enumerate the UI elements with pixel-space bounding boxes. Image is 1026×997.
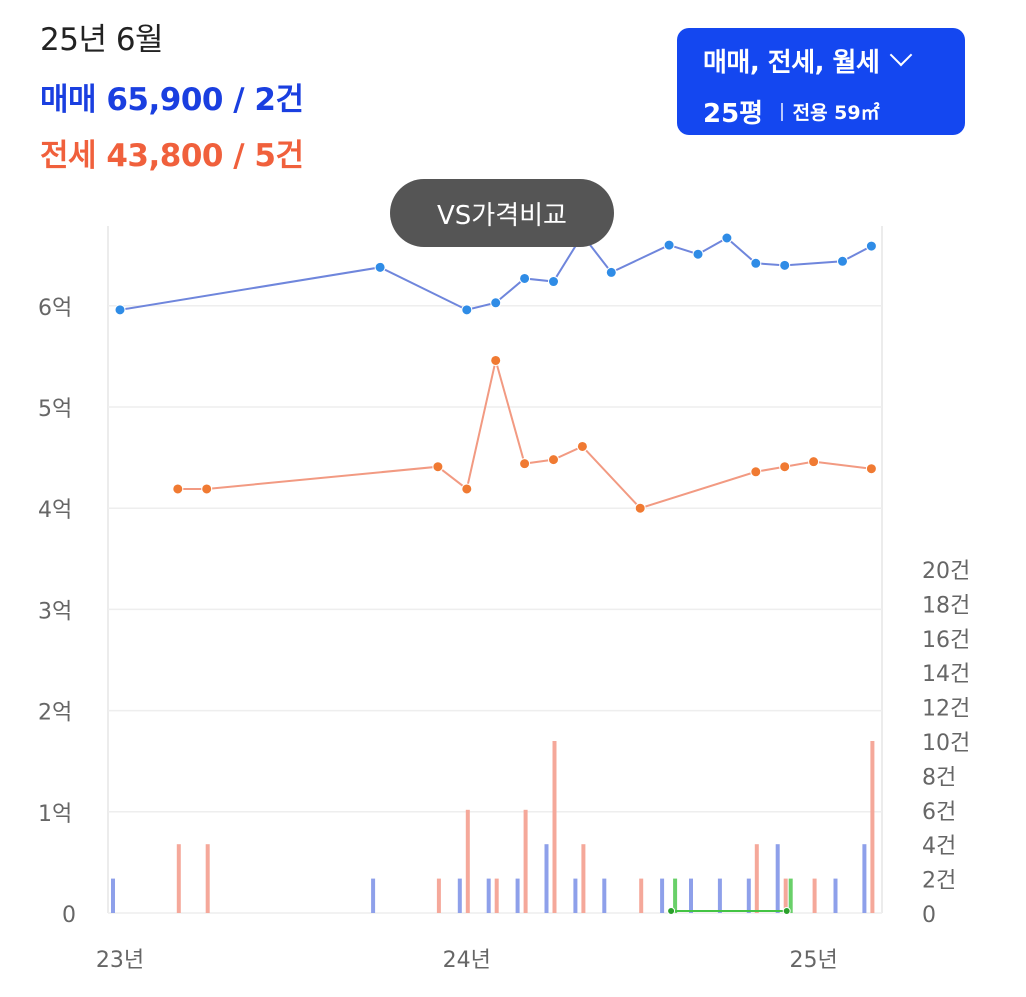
sale-price-point: [461, 304, 473, 316]
jeonse-price-point: [576, 440, 588, 452]
y-left-tick-label: 3억: [38, 599, 72, 624]
jeonse-price-point: [634, 502, 646, 514]
sale-volume-bar: [111, 878, 115, 913]
jeonse-price-point: [750, 466, 762, 478]
x-tick-label: 25년: [789, 948, 837, 973]
y-right-tick-label: 14건: [922, 662, 970, 687]
sale-volume-bar: [660, 878, 665, 913]
jeonse-price-point: [779, 461, 791, 473]
sale-volume-bar: [486, 878, 491, 913]
sale-volume-bar: [717, 878, 722, 913]
jeonse-price-point: [519, 458, 531, 470]
sale-volume-bar: [544, 844, 549, 913]
trade-types-label: 매매, 전세, 월세: [703, 48, 880, 78]
y-right-tick-label: 10건: [922, 731, 970, 756]
jeonse-price-point: [461, 483, 473, 495]
jeonse-price-line: [177, 360, 872, 510]
sale-value: 65,900 / 2건: [106, 82, 304, 118]
sale-price-point: [721, 232, 733, 244]
jeonse-price-point: [548, 454, 559, 466]
jeonse-volume-bar: [523, 809, 528, 913]
sale-volume-bar: [573, 878, 578, 913]
sale-label: 매매: [40, 82, 97, 118]
sale-price-point: [490, 297, 502, 309]
sale-volume-bar: [746, 878, 751, 913]
sale-price-point: [692, 248, 704, 260]
sale-volume-bar: [689, 878, 693, 913]
wolse-volume-bar: [788, 878, 793, 913]
jeonse-price-point: [490, 354, 502, 366]
y-right-tick-label: 20건: [922, 559, 970, 584]
y-left-tick-label: 0: [62, 903, 76, 928]
jeonse-volume-bar: [812, 878, 817, 913]
y-right-tick-label: 18건: [922, 593, 970, 618]
sale-price-point: [750, 257, 762, 269]
jeonse-volume-bar: [176, 844, 181, 913]
jeonse-volume-bar: [494, 878, 499, 913]
jeonse-volume-bar: [581, 844, 586, 913]
wolse-price-point: [667, 907, 676, 915]
jeonse-price-point: [865, 463, 877, 475]
jeonse-summary: 전세 43,800 / 5건: [40, 130, 304, 175]
sale-price-point: [519, 272, 531, 284]
jeonse-price-point: [172, 483, 184, 495]
sale-price-point: [865, 240, 877, 252]
sale-price-point: [374, 261, 386, 273]
y-right-tick-label: 16건: [922, 628, 970, 653]
sale-price-point: [114, 304, 126, 316]
jeonse-price-point: [201, 483, 213, 495]
y-right-tick-label: 2건: [922, 869, 956, 894]
y-right-tick-label: 0: [922, 903, 936, 928]
y-left-tick-label: 5억: [38, 397, 72, 422]
jeonse-price-point: [808, 456, 820, 468]
sale-volume-bar: [515, 878, 520, 913]
y-left-tick-label: 2억: [38, 701, 72, 726]
jeonse-volume-bar: [754, 844, 759, 913]
y-left-tick-label: 4억: [38, 498, 72, 523]
jeonse-value: 43,800 / 5건: [106, 138, 304, 174]
vs-price-compare-button[interactable]: VS가격비교: [390, 179, 614, 247]
sale-price-point: [663, 239, 675, 251]
area-label: 전용 59㎡: [792, 102, 880, 124]
y-right-tick-label: 12건: [922, 697, 970, 722]
pyeong-label: 25평: [703, 99, 764, 129]
sale-volume-bar: [371, 878, 376, 913]
jeonse-label: 전세: [40, 138, 97, 174]
x-tick-label: 23년: [96, 948, 144, 973]
sale-volume-bar: [862, 844, 867, 913]
sale-volume-bar: [457, 878, 462, 913]
divider: [781, 102, 783, 121]
jeonse-price-point: [432, 461, 444, 473]
sale-price-point: [837, 255, 848, 267]
sale-volume-bar: [775, 844, 780, 913]
sale-volume-bar: [602, 878, 607, 913]
sale-price-point: [605, 266, 617, 278]
period-label: 25년 6월: [40, 22, 164, 58]
jeonse-volume-bar: [783, 878, 788, 913]
wolse-price-point: [782, 907, 791, 915]
sale-volume-bar: [833, 878, 838, 913]
sale-summary: 매매 65,900 / 2건: [40, 74, 304, 119]
y-right-tick-label: 4건: [922, 834, 956, 859]
y-left-tick-label: 6억: [38, 296, 72, 321]
jeonse-volume-bar: [870, 741, 875, 913]
wolse-volume-bar: [673, 878, 678, 913]
trade-type-filter-button[interactable]: 매매, 전세, 월세 25평 전용 59㎡: [677, 28, 965, 135]
y-left-tick-label: 1억: [38, 802, 72, 827]
sale-price-point: [548, 276, 559, 288]
jeonse-volume-bar: [552, 741, 557, 913]
jeonse-volume-bar: [465, 809, 470, 913]
sale-price-point: [779, 259, 791, 271]
jeonse-volume-bar: [436, 878, 441, 913]
jeonse-volume-bar: [639, 878, 644, 913]
y-right-tick-label: 6건: [922, 800, 956, 825]
jeonse-volume-bar: [205, 844, 210, 913]
y-right-tick-label: 8건: [922, 765, 956, 790]
x-tick-label: 24년: [443, 948, 491, 973]
